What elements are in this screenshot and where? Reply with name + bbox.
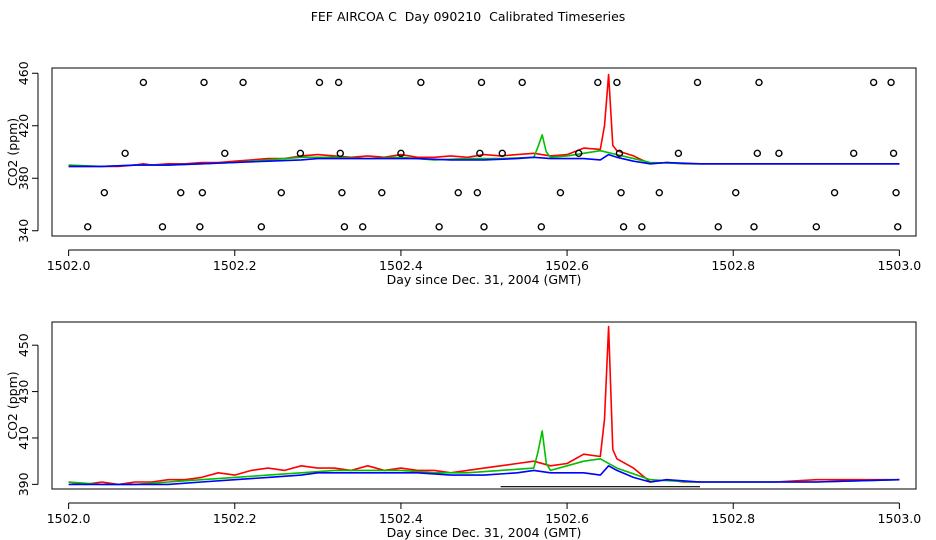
data-point	[693, 78, 702, 87]
data-point	[869, 78, 878, 87]
data-point	[594, 78, 602, 87]
data-point	[315, 78, 324, 87]
data-point	[556, 188, 565, 197]
data-point	[121, 149, 129, 158]
data-point	[655, 188, 663, 197]
x-tick-label: 1502.8	[711, 511, 755, 526]
x-axis-label: Day since Dec. 31, 2004 (GMT)	[387, 272, 582, 287]
y-tick-label: 420	[16, 114, 31, 138]
y-tick-label: 390	[16, 472, 31, 496]
data-point	[674, 149, 683, 158]
data-point	[196, 223, 204, 231]
data-point	[889, 149, 898, 158]
y-tick-label: 460	[16, 61, 31, 85]
data-point	[334, 78, 343, 87]
series-line-red	[68, 73, 900, 168]
data-point	[477, 78, 486, 87]
data-point	[177, 188, 185, 197]
x-tick-label: 1502.4	[379, 511, 423, 526]
data-point	[892, 188, 900, 197]
data-point	[158, 223, 167, 231]
data-point	[139, 78, 148, 87]
data-point	[615, 149, 624, 158]
data-point	[775, 149, 783, 158]
x-tick-label: 1502.2	[213, 511, 257, 526]
data-point	[732, 188, 740, 197]
data-point	[454, 188, 462, 197]
data-point	[753, 149, 762, 158]
data-point	[830, 188, 839, 197]
x-tick-label: 1502.6	[545, 511, 589, 526]
bottom-panel: 1502.0 1502.2 1502.4 1502.6 1502.8 1503.0 390 4…	[5, 321, 922, 540]
data-point	[397, 149, 405, 158]
data-point	[435, 223, 443, 231]
data-point	[100, 188, 109, 197]
data-point	[378, 188, 386, 197]
data-point	[338, 188, 346, 197]
data-point	[714, 223, 722, 231]
chart-title: FEF AIRCOA C Day 090210 Calibrated Times…	[310, 9, 626, 24]
data-point	[359, 223, 367, 231]
data-point	[849, 149, 858, 158]
data-point	[617, 188, 625, 197]
data-point	[340, 223, 349, 231]
data-point	[417, 78, 425, 87]
data-point	[638, 223, 646, 231]
data-point	[198, 188, 207, 197]
x-tick-label: 1502.4	[379, 258, 423, 273]
series-line-green	[68, 134, 900, 168]
y-axis-label: CO2 (ppm)	[5, 118, 20, 186]
data-point	[221, 149, 229, 158]
data-point	[518, 78, 526, 87]
data-point	[812, 223, 821, 231]
x-tick-label: 1502.6	[545, 258, 589, 273]
data-point	[498, 149, 506, 158]
x-tick-label: 1502.0	[47, 511, 91, 526]
data-point	[200, 78, 208, 87]
data-point	[84, 223, 92, 231]
plot-frame	[51, 321, 917, 490]
data-point	[755, 78, 763, 87]
data-point	[887, 78, 895, 87]
data-point	[296, 149, 305, 158]
x-axis-label: Day since Dec. 31, 2004 (GMT)	[387, 525, 582, 540]
y-tick-label: 430	[16, 380, 31, 404]
y-tick-label: 340	[16, 219, 31, 243]
data-point	[480, 223, 488, 231]
x-tick-label: 1502.2	[213, 258, 257, 273]
x-tick-label: 1502.8	[711, 258, 755, 273]
data-point	[277, 188, 285, 197]
y-tick-label: 410	[16, 426, 31, 450]
top-panel: 1502.0 1502.2 1502.4 1502.6 1502.8 1503.0 340 3…	[5, 61, 921, 287]
data-point	[613, 78, 621, 87]
data-point	[750, 223, 758, 231]
y-axis-label: CO2 (ppm)	[5, 371, 20, 439]
series-line-blue	[68, 153, 900, 168]
series-line-green	[68, 430, 900, 486]
series-line-blue	[68, 464, 900, 486]
data-point	[476, 149, 484, 158]
x-tick-label: 1502.0	[47, 258, 91, 273]
y-tick-label: 380	[16, 166, 31, 190]
series-line-red	[68, 325, 900, 486]
data-point	[575, 149, 583, 158]
x-tick-label: 1503.0	[878, 511, 922, 526]
x-tick-label: 1503.0	[878, 258, 922, 273]
data-point	[336, 149, 344, 158]
data-point	[257, 223, 266, 231]
data-point	[473, 188, 482, 197]
plot-frame	[51, 67, 917, 237]
data-point	[537, 223, 546, 231]
data-point	[619, 223, 628, 231]
data-point	[239, 78, 247, 87]
y-tick-label: 450	[16, 333, 31, 357]
data-point	[894, 223, 902, 231]
